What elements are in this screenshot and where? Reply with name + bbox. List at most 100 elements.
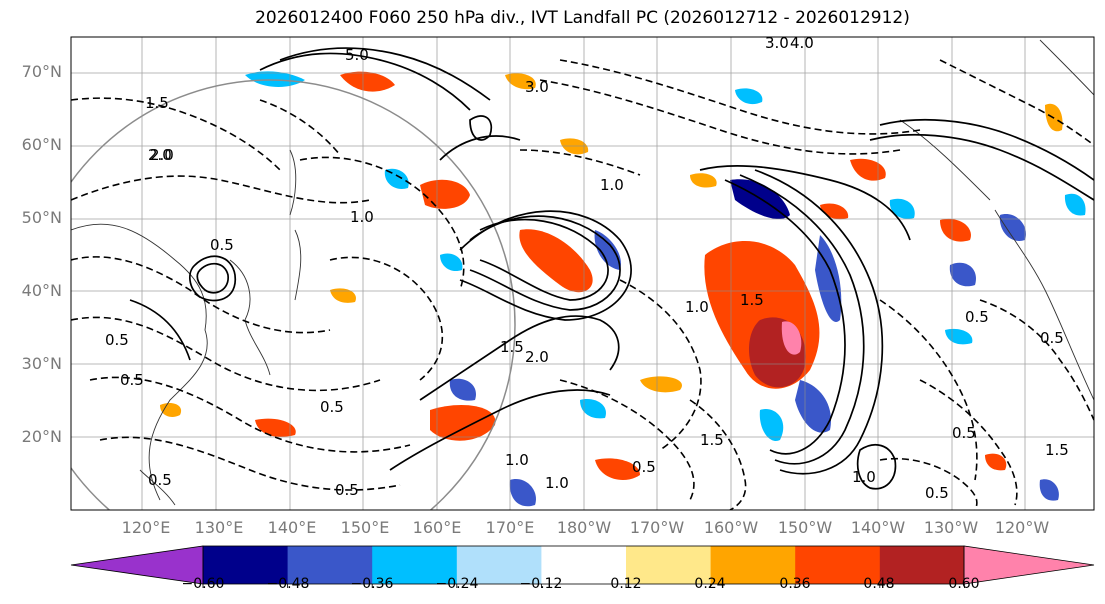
div-blob (759, 409, 784, 441)
div-blob (440, 253, 463, 272)
lat-label: 50°N (21, 208, 62, 227)
div-blob (384, 168, 409, 189)
colorbar-frame (202, 545, 965, 585)
lat-label: 20°N (21, 427, 62, 446)
map-frame (70, 36, 1095, 511)
contour-label: 2.0 (150, 146, 174, 164)
contour-label: 4.0 (790, 34, 814, 52)
lon-label: 160°W (703, 518, 759, 537)
lon-label: 160°E (412, 518, 462, 537)
colorbar-segment (456, 546, 542, 584)
contour-label: 0.5 (120, 371, 144, 389)
contour-label: 1.5 (740, 291, 764, 309)
colorbar-segment (626, 546, 712, 584)
lon-label: 140°E (267, 518, 317, 537)
div-blob (1039, 479, 1059, 501)
colorbar-segment (203, 546, 289, 584)
ivt-landfall-circle (71, 79, 516, 510)
colorbar-segment (372, 546, 458, 584)
div-blob (940, 218, 971, 242)
contour-label: 0.5 (925, 484, 949, 502)
div-blob (449, 378, 476, 401)
lat-label: 60°N (21, 135, 62, 154)
colorbar-tick: 0.12 (610, 576, 642, 592)
div-blob (505, 73, 536, 90)
div-blob (430, 405, 496, 441)
lon-label: 170°E (485, 518, 535, 537)
contour-label: 1.0 (545, 474, 569, 492)
div-blob (594, 230, 621, 270)
div-blob (509, 479, 536, 507)
contour-label: 1.5 (145, 94, 169, 112)
lon-label: 170°W (629, 518, 685, 537)
div-blob (999, 214, 1026, 241)
div-blob (949, 262, 976, 287)
contour-label: 1.0 (852, 468, 876, 486)
lat-label: 40°N (21, 281, 62, 300)
contour-labels: 4.0 3.0 5.0 3.0 2.0 1.5 1.0 0.5 0.5 2.0 … (105, 34, 1069, 502)
contour-label: 0.5 (952, 424, 976, 442)
div-blob (985, 453, 1007, 471)
dashed-contours (71, 59, 1094, 510)
colorbar-tick: 0.36 (779, 576, 811, 592)
colorbar-tick: 0.48 (863, 576, 895, 592)
div-blob (690, 173, 717, 188)
lon-label: 180°W (556, 518, 612, 537)
div-blob (595, 458, 640, 480)
div-blob (580, 399, 606, 419)
contour-label: 1.0 (350, 208, 374, 226)
contour-label: 2.0 (525, 348, 549, 366)
div-blob (781, 321, 802, 355)
lat-label: 30°N (21, 354, 62, 373)
contour-label: 0.5 (210, 236, 234, 254)
colorbar-tick: −0.24 (435, 576, 479, 592)
div-blob (519, 229, 593, 293)
div-blob (735, 88, 763, 105)
contour-label: 0.5 (335, 481, 359, 499)
lon-label: 130°E (194, 518, 244, 537)
lon-label: 150°W (777, 518, 833, 537)
coastlines (71, 39, 1094, 506)
contour-label: 1.5 (500, 338, 524, 356)
lat-label: 70°N (21, 62, 62, 81)
contour-label: 0.5 (320, 398, 344, 416)
solid-contours (129, 47, 1094, 490)
div-blob (889, 198, 915, 219)
colorbar-tick: −0.60 (181, 576, 225, 592)
div-blob (1064, 193, 1086, 216)
contour-label: 0.5 (105, 331, 129, 349)
div-blob (255, 418, 296, 437)
colorbar-segment (795, 546, 881, 584)
colorbar-extend-high (963, 545, 1095, 585)
contour-label: 0.5 (965, 308, 989, 326)
div-blob (795, 380, 831, 433)
colorbar-segment (287, 546, 373, 584)
colorbar-tick: 0.60 (948, 576, 980, 592)
div-blob (340, 71, 395, 92)
colorbar-tick: −0.12 (519, 576, 563, 592)
colorbar-tick: −0.36 (350, 576, 394, 592)
contour-label: 5.0 (345, 46, 369, 64)
contour-label: 0.5 (1040, 329, 1064, 347)
map-title: 2026012400 F060 250 hPa div., IVT Landfa… (255, 8, 910, 28)
contour-label: 1.0 (505, 451, 529, 469)
contour-label: 2.0 (148, 146, 172, 164)
contour-label: 1.0 (600, 176, 624, 194)
colorbar-segment (710, 546, 796, 584)
contour-label: 1.0 (685, 298, 709, 316)
lon-label: 120°W (994, 518, 1050, 537)
div-blob (850, 158, 886, 181)
contour-label: 0.5 (148, 471, 172, 489)
contour-label: 1.5 (700, 431, 724, 449)
div-blob (160, 403, 182, 417)
div-blob (330, 288, 356, 303)
lon-label: 130°W (923, 518, 979, 537)
lon-label: 140°W (850, 518, 906, 537)
contour-label: 0.5 (632, 458, 656, 476)
div-blob (640, 376, 682, 393)
lon-label: 120°E (121, 518, 171, 537)
colorbar-tick: −0.48 (266, 576, 310, 592)
colorbar-tick: 0.24 (694, 576, 726, 592)
contour-label: 3.0 (765, 34, 789, 52)
